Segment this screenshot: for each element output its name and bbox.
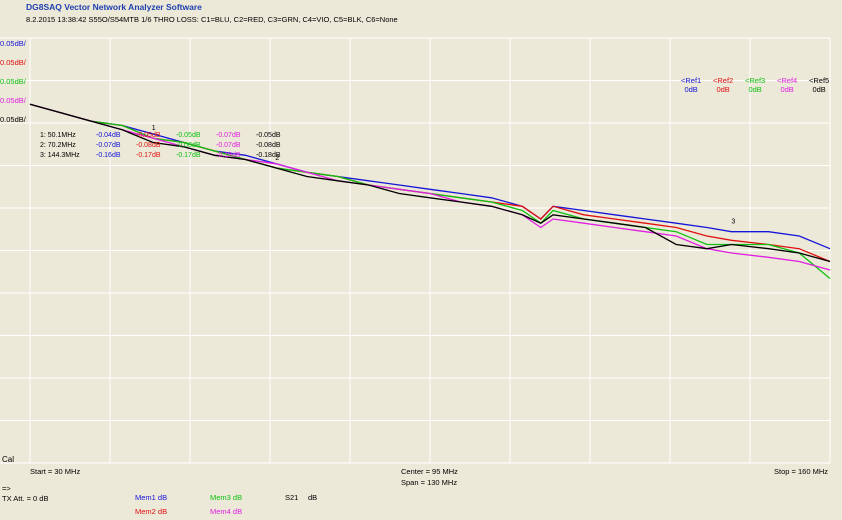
- marker-value: -0.07dB: [96, 142, 121, 149]
- marker-value: -0.04dB: [96, 132, 121, 139]
- ref-value: 0dB: [780, 85, 794, 94]
- ref-name: <Ref3: [745, 76, 766, 85]
- marker-value: -0.07dB: [216, 142, 241, 149]
- marker-3: 3: [731, 219, 735, 226]
- marker-2: 2: [275, 155, 279, 162]
- trace-c1: [29, 103, 831, 250]
- marker-row-label: 2: 70.2MHz: [40, 142, 76, 149]
- marker-row-label: 3: 144.3MHz: [40, 152, 80, 159]
- cal-label: Cal: [2, 455, 15, 464]
- marker-group: 1 2 3: [152, 125, 736, 226]
- marker-value: -0.05dB: [136, 132, 161, 139]
- marker-row-label: 1: 50.1MHz: [40, 132, 76, 139]
- marker-value: -0.17dB: [136, 152, 161, 159]
- marker-value: -0.08dB: [136, 142, 161, 149]
- mem4-label[interactable]: Mem4 dB: [210, 507, 243, 516]
- app-title: DG8SAQ Vector Network Analyzer Software: [26, 2, 202, 12]
- mem2-label[interactable]: Mem2 dB: [135, 507, 168, 516]
- ref-2[interactable]: <Ref2 0dB: [713, 76, 733, 94]
- marker-value: -0.05dB: [256, 132, 281, 139]
- stop-frequency: Stop = 160 MHz: [774, 467, 828, 476]
- plot-grid: [0, 37, 831, 464]
- ref-4[interactable]: <Ref4 0dB: [777, 76, 797, 94]
- span-frequency: Span = 130 MHz: [401, 478, 458, 487]
- ref-name: <Ref5: [809, 76, 830, 85]
- ref-1[interactable]: <Ref1 0dB: [681, 76, 701, 94]
- marker-value: -0.19dB: [216, 152, 241, 159]
- trace-c3: [29, 103, 831, 280]
- mem1-label[interactable]: Mem1 dB: [135, 493, 168, 502]
- ref-name: <Ref4: [777, 76, 798, 85]
- marker-value: -0.05dB: [176, 132, 201, 139]
- marker-value: -0.18dB: [256, 152, 281, 159]
- mem3-label[interactable]: Mem3 dB: [210, 493, 243, 502]
- ref-name: <Ref2: [713, 76, 734, 85]
- marker-value: -0.16dB: [96, 152, 121, 159]
- s21-unit: dB: [308, 493, 318, 502]
- scale-label-5: 0.05dB/: [0, 115, 26, 124]
- marker-value: -0.07dB: [216, 132, 241, 139]
- status-arrow: =>: [2, 484, 11, 493]
- tx-attenuation: TX Att. = 0 dB: [2, 494, 49, 503]
- marker-1: 1: [152, 125, 156, 132]
- scale-label-4: 0.05dB/: [0, 96, 26, 105]
- scale-label-1: 0.05dB/: [0, 39, 26, 48]
- trace-c4: [29, 103, 831, 271]
- ref-value: 0dB: [684, 85, 698, 94]
- s21-label: S21: [285, 493, 299, 502]
- marker-value: -0.17dB: [176, 152, 201, 159]
- center-frequency: Center = 95 MHz: [401, 467, 458, 476]
- scale-label-2: 0.05dB/: [0, 58, 26, 67]
- ref-5[interactable]: <Ref5 0dB: [809, 76, 829, 94]
- trace-group: [29, 103, 831, 280]
- marker-value: -0.08dB: [176, 142, 201, 149]
- ref-value: 0dB: [748, 85, 762, 94]
- ref-value: 0dB: [812, 85, 826, 94]
- ref-name: <Ref1: [681, 76, 702, 85]
- ref-value: 0dB: [716, 85, 730, 94]
- measurement-header: 8.2.2015 13:38:42 S55O/S54MTB 1/6 THRO L…: [26, 15, 398, 24]
- scale-label-3: 0.05dB/: [0, 77, 26, 86]
- start-frequency: Start = 30 MHz: [30, 467, 81, 476]
- trace-c5: [29, 103, 831, 263]
- ref-3[interactable]: <Ref3 0dB: [745, 76, 765, 94]
- marker-value: -0.08dB: [256, 142, 281, 149]
